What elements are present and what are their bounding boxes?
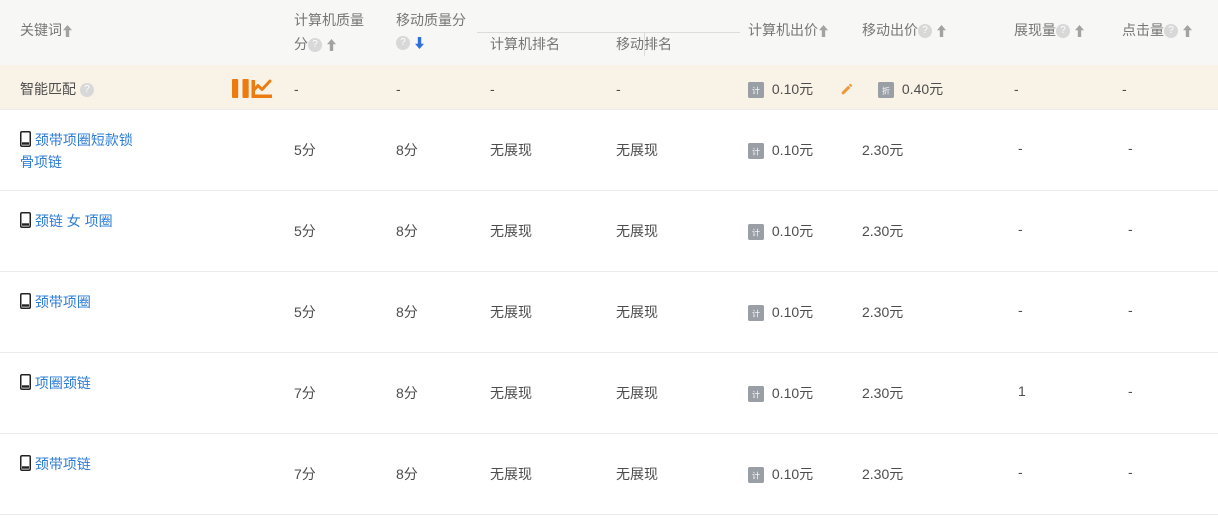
svg-text:计: 计 [752, 309, 760, 319]
svg-text:计: 计 [752, 390, 760, 400]
svg-text:计: 计 [752, 147, 760, 157]
svg-text:计: 计 [752, 471, 760, 481]
svg-text:折: 折 [882, 86, 890, 96]
svg-text:计: 计 [752, 228, 760, 238]
svg-text:计: 计 [752, 86, 760, 96]
